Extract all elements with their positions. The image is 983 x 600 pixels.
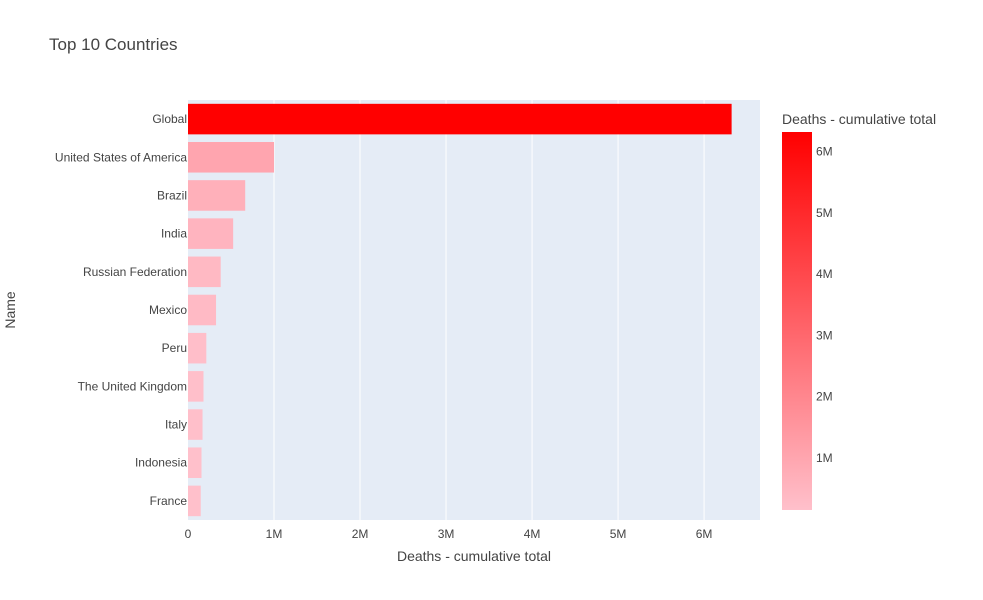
y-tick-label: Peru <box>162 341 187 355</box>
y-tick-label: India <box>161 227 187 241</box>
y-tick-label: United States of America <box>55 150 187 164</box>
y-tick-label: Brazil <box>157 188 187 202</box>
bars <box>188 103 732 517</box>
x-tick-label: 5M <box>610 527 627 541</box>
bar[interactable] <box>188 332 207 364</box>
bar[interactable] <box>188 103 732 135</box>
plot-area <box>188 100 760 520</box>
y-tick-label: France <box>150 494 188 508</box>
y-tick-label: Italy <box>165 418 187 432</box>
y-tick-label: Mexico <box>149 303 187 317</box>
colorbar-tick-label: 5M <box>816 206 833 220</box>
colorbar: Deaths - cumulative total 1M 2M 3M 4M 5M 6M <box>782 111 936 510</box>
x-axis-ticks: 0 1M 2M 3M 4M 5M 6M <box>185 527 713 541</box>
y-tick-label: The United Kingdom <box>78 379 187 393</box>
colorbar-tick-label: 3M <box>816 328 833 342</box>
colorbar-ticks: 1M 2M 3M 4M 5M 6M <box>816 145 833 465</box>
bar[interactable] <box>188 447 202 478</box>
bar[interactable] <box>188 180 246 211</box>
bar[interactable] <box>188 218 234 249</box>
x-tick-label: 4M <box>524 527 541 541</box>
bar[interactable] <box>188 409 203 440</box>
chart-title: Top 10 Countries <box>49 35 178 54</box>
colorbar-tick-label: 6M <box>816 145 833 159</box>
bar[interactable] <box>188 371 204 402</box>
colorbar-tick-label: 2M <box>816 390 833 404</box>
y-axis-ticks: Global United States of America Brazil Indi… <box>55 112 187 508</box>
x-tick-label: 2M <box>352 527 369 541</box>
y-axis-title: Name <box>2 291 18 329</box>
x-axis-title: Deaths - cumulative total <box>397 548 551 564</box>
bar[interactable] <box>188 294 217 326</box>
bar[interactable] <box>188 256 221 288</box>
colorbar-tick-label: 4M <box>816 267 833 281</box>
bar[interactable] <box>188 142 275 173</box>
x-tick-label: 3M <box>438 527 455 541</box>
y-tick-label: Indonesia <box>135 456 187 470</box>
y-tick-label: Global <box>152 112 187 126</box>
colorbar-tick-label: 1M <box>816 451 833 465</box>
colorbar-title: Deaths - cumulative total <box>782 111 936 127</box>
y-tick-label: Russian Federation <box>83 265 187 279</box>
bar[interactable] <box>188 485 201 517</box>
x-tick-label: 1M <box>266 527 283 541</box>
colorbar-gradient <box>782 132 812 510</box>
x-tick-label: 0 <box>185 527 192 541</box>
x-tick-label: 6M <box>696 527 713 541</box>
